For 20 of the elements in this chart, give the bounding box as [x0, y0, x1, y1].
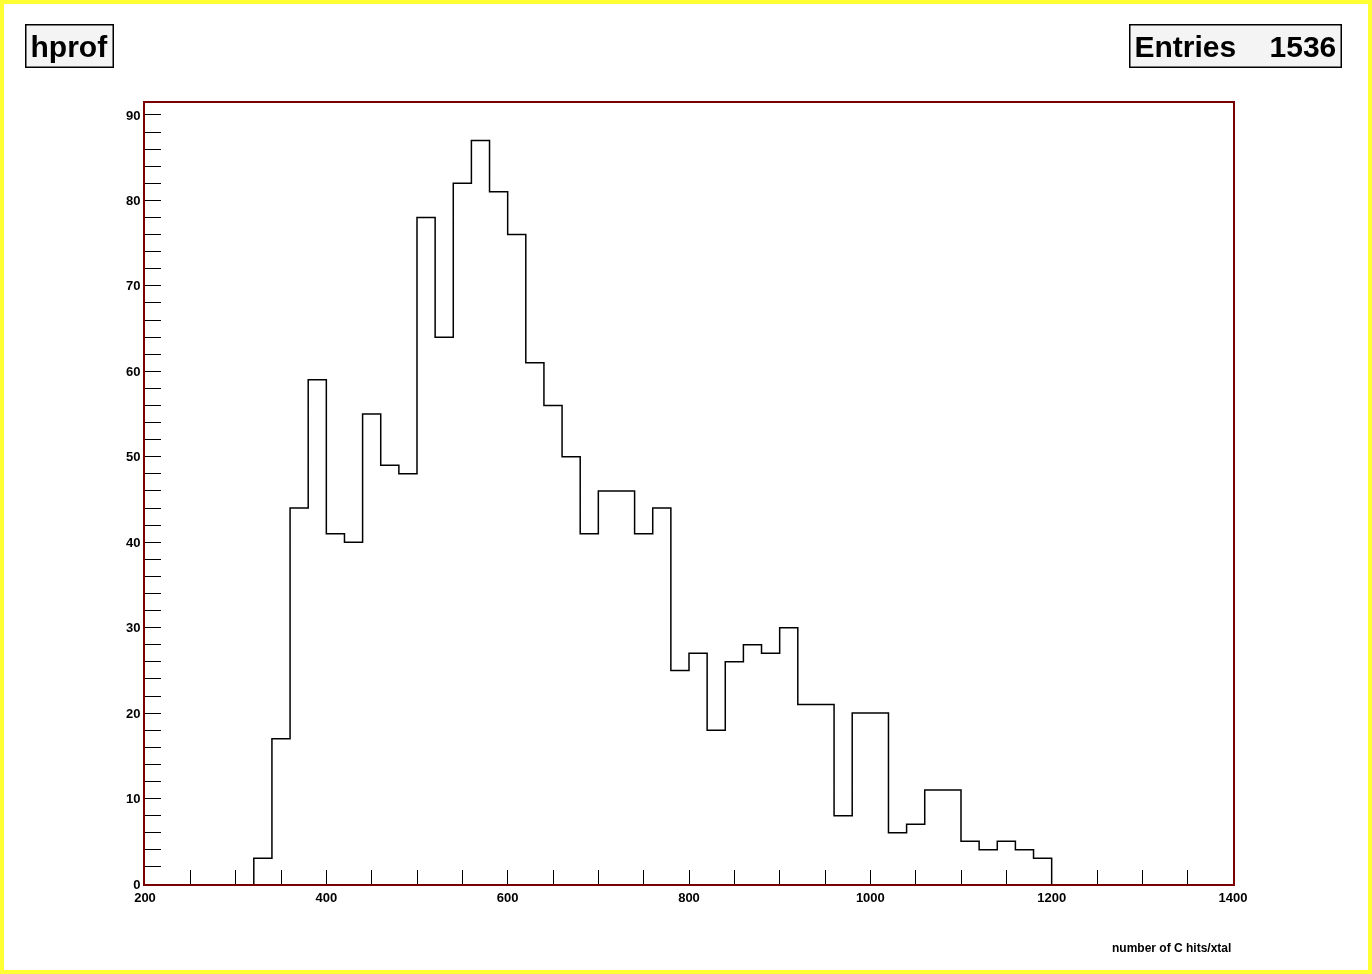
- y-tick-label: 0: [133, 876, 141, 892]
- x-tick-label: 1200: [1037, 889, 1067, 905]
- x-axis-title: number of C hits/xtal: [1112, 941, 1232, 955]
- x-tick-label: 200: [134, 889, 156, 905]
- y-tick-label: 90: [125, 107, 141, 123]
- y-tick-label: 80: [125, 192, 141, 208]
- chart-title: hprof: [30, 29, 109, 63]
- y-tick-label: 70: [125, 278, 141, 294]
- y-tick-label: 30: [125, 620, 141, 636]
- y-tick-label: 60: [125, 363, 141, 379]
- y-tick-label: 50: [125, 449, 141, 465]
- x-tick-label: 800: [678, 889, 700, 905]
- x-tick-label: 400: [315, 889, 338, 905]
- text: Entries 1536: [1134, 29, 1337, 63]
- x-tick-label: 600: [496, 889, 519, 905]
- x-tick-label: 1000: [855, 889, 885, 905]
- x-tick-label: 1400: [1218, 889, 1248, 905]
- y-tick-label: 20: [125, 705, 141, 721]
- y-tick-label: 40: [125, 534, 141, 550]
- y-tick-label: 10: [125, 791, 141, 807]
